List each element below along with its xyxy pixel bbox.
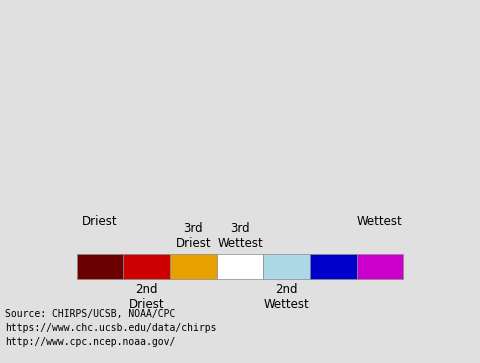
Bar [310, 254, 357, 279]
Bar [170, 254, 216, 279]
Text: Driest: Driest [82, 215, 118, 228]
Bar [357, 254, 403, 279]
Bar [123, 254, 170, 279]
Bar [264, 254, 310, 279]
Text: 3rd
Driest: 3rd Driest [176, 222, 211, 250]
Text: 2nd
Driest: 2nd Driest [129, 283, 165, 311]
Text: 2nd
Wettest: 2nd Wettest [264, 283, 310, 311]
Bar [77, 254, 123, 279]
Bar [216, 254, 264, 279]
Text: Source: CHIRPS/UCSB, NOAA/CPC
https://www.chc.ucsb.edu/data/chirps
http://www.cp: Source: CHIRPS/UCSB, NOAA/CPC https://ww… [5, 309, 216, 347]
Text: 3rd
Wettest: 3rd Wettest [217, 222, 263, 250]
Text: Wettest: Wettest [357, 215, 403, 228]
